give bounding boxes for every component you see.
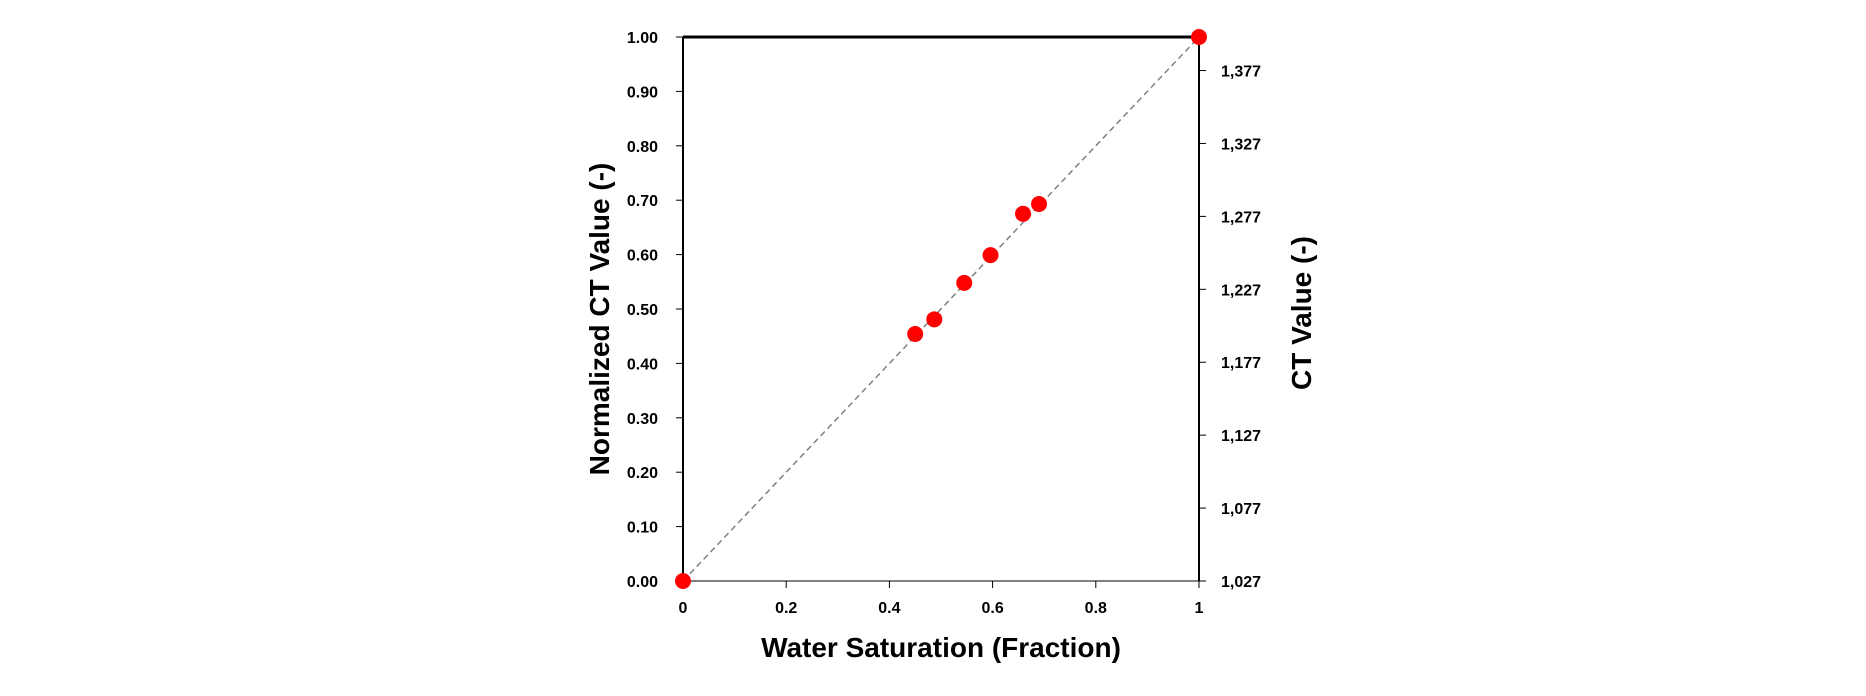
y-tick-label: 0.60: [627, 248, 658, 265]
y-tick-label: 0.40: [627, 356, 658, 373]
y2-tick-label: 1,227: [1221, 282, 1261, 299]
y-tick-label: 0.70: [627, 193, 658, 210]
data-point: [956, 274, 973, 291]
data-point: [1191, 29, 1207, 45]
secondary-y-axis: 1,027 1,077 1,127 1,177 1,227 1,277 1,327 1,377: [1199, 64, 1261, 591]
secondary-y-axis-title: CT Value (-): [1286, 236, 1317, 390]
y-tick-label: 0.10: [627, 520, 658, 537]
data-point: [926, 311, 943, 328]
reference-line-group: [682, 36, 1200, 582]
data-point: [907, 326, 924, 343]
y2-tick-label: 1,327: [1221, 136, 1261, 153]
data-point: [675, 573, 691, 589]
y-tick-label: 0.20: [627, 465, 658, 482]
y-tick-label: 0.90: [627, 84, 658, 101]
y2-tick-label: 1,277: [1221, 209, 1261, 226]
y2-tick-label: 1,177: [1221, 355, 1261, 372]
x-axis-title: Water Saturation (Fraction): [761, 632, 1121, 663]
y-tick-label: 1.00: [627, 30, 658, 47]
data-point: [982, 247, 999, 264]
data-point: [1015, 205, 1032, 222]
y2-tick-label: 1,127: [1221, 428, 1261, 445]
x-tick-label: 0: [679, 600, 688, 617]
y-tick-label: 0.30: [627, 411, 658, 428]
x-tick-label: 0.8: [1085, 600, 1107, 617]
data-points: [675, 29, 1207, 589]
y-axis-title: Normalized CT Value (-): [584, 163, 615, 476]
y-tick-label: 0.00: [627, 574, 658, 591]
y-tick-label: 0.50: [627, 302, 658, 319]
y2-tick-label: 1,077: [1221, 501, 1261, 518]
x-axis: 0 0.2 0.4 0.6 0.8 1: [679, 581, 1204, 617]
x-tick-label: 0.4: [878, 600, 900, 617]
y-axis: 0.00 0.10 0.20 0.30 0.40 0.50 0.60 0.70 0.80 0.90…: [627, 30, 683, 591]
data-point: [1031, 196, 1048, 213]
y2-tick-label: 1,027: [1221, 574, 1261, 591]
x-tick-label: 0.2: [775, 600, 797, 617]
x-tick-label: 1: [1195, 600, 1204, 617]
y-tick-label: 0.80: [627, 139, 658, 156]
y2-tick-label: 1,377: [1221, 64, 1261, 81]
x-tick-label: 0.6: [981, 600, 1003, 617]
reference-line: [682, 36, 1200, 582]
